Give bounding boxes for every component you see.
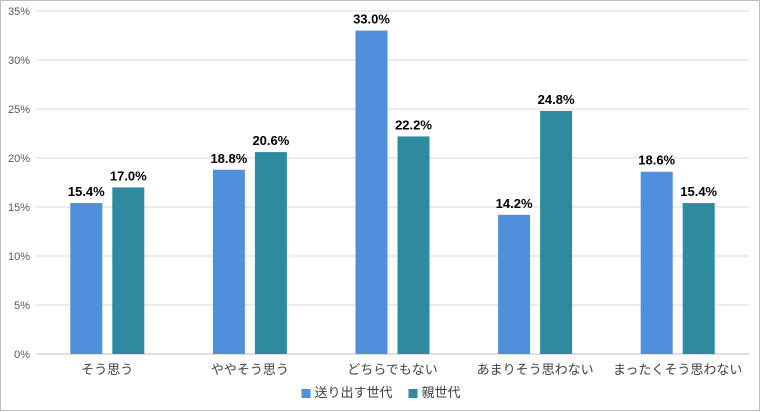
data-label: 18.6% (638, 153, 675, 168)
y-tick-label: 15% (8, 202, 30, 214)
data-label: 18.8% (210, 151, 247, 166)
data-label: 33.0% (353, 12, 390, 27)
y-tick-label: 35% (8, 6, 30, 18)
bar-series-1 (355, 30, 388, 354)
data-label: 14.2% (496, 196, 533, 211)
category-label: そう思う (81, 362, 133, 377)
category-label: まったくそう思わない (613, 362, 742, 377)
legend-label: 送り出す世代 (315, 385, 393, 400)
legend-swatch (301, 389, 311, 398)
data-label: 15.4% (68, 184, 105, 199)
category-label: あまりそう思わない (477, 362, 594, 377)
legend-swatch (408, 389, 418, 398)
y-tick-label: 25% (8, 104, 30, 116)
y-tick-label: 20% (8, 153, 30, 165)
y-tick-label: 30% (8, 55, 30, 67)
data-label: 17.0% (110, 168, 147, 183)
y-tick-label: 0% (14, 349, 30, 361)
category-label: ややそう思う (211, 362, 289, 377)
bar-series-2 (254, 152, 287, 354)
bar-series-1 (70, 203, 103, 354)
y-tick-label: 10% (8, 251, 30, 263)
bar-series-2 (682, 203, 715, 354)
bar-series-1 (640, 171, 673, 354)
bar-series-2 (112, 187, 145, 354)
y-tick-label: 5% (14, 300, 30, 312)
data-label: 22.2% (395, 117, 432, 132)
data-label: 24.8% (538, 92, 575, 107)
bar-series-1 (498, 214, 531, 354)
legend-label: 親世代 (422, 385, 461, 400)
category-label: どちらでもない (347, 362, 438, 377)
data-label: 15.4% (680, 184, 717, 199)
bar-series-2 (397, 136, 430, 354)
bar-series-1 (212, 169, 245, 354)
data-label: 20.6% (252, 133, 289, 148)
bar-series-2 (540, 110, 573, 355)
